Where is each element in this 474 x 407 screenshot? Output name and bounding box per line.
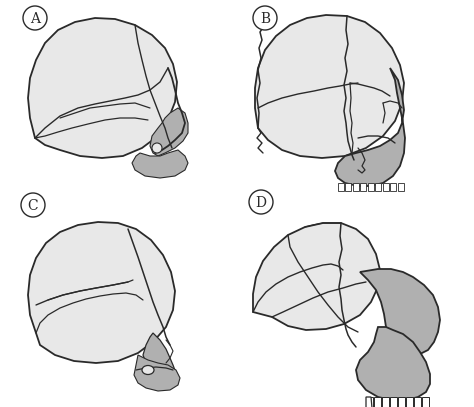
Polygon shape xyxy=(150,108,188,156)
Polygon shape xyxy=(255,15,404,158)
Text: A: A xyxy=(30,12,40,26)
Polygon shape xyxy=(353,183,359,191)
Polygon shape xyxy=(253,223,380,330)
Polygon shape xyxy=(28,222,175,363)
Polygon shape xyxy=(398,183,404,191)
Polygon shape xyxy=(143,333,176,380)
Polygon shape xyxy=(346,183,352,191)
Polygon shape xyxy=(28,18,177,158)
Polygon shape xyxy=(374,397,381,407)
Polygon shape xyxy=(356,327,430,400)
Polygon shape xyxy=(382,397,389,407)
Circle shape xyxy=(253,6,277,30)
Polygon shape xyxy=(375,183,382,191)
Ellipse shape xyxy=(142,365,154,374)
Polygon shape xyxy=(390,397,397,407)
Polygon shape xyxy=(366,397,372,407)
Polygon shape xyxy=(366,397,373,407)
Polygon shape xyxy=(360,269,440,355)
Polygon shape xyxy=(134,355,180,391)
Polygon shape xyxy=(383,183,389,191)
Text: D: D xyxy=(255,196,266,210)
Text: B: B xyxy=(260,12,270,26)
Polygon shape xyxy=(414,397,421,407)
Circle shape xyxy=(152,143,162,153)
Polygon shape xyxy=(368,183,374,191)
Polygon shape xyxy=(406,397,413,407)
Polygon shape xyxy=(391,183,396,191)
Polygon shape xyxy=(335,68,405,186)
Circle shape xyxy=(21,193,45,217)
Polygon shape xyxy=(338,183,344,191)
Polygon shape xyxy=(422,397,429,407)
Polygon shape xyxy=(361,183,366,191)
Polygon shape xyxy=(132,150,188,178)
Text: C: C xyxy=(27,199,38,213)
Circle shape xyxy=(23,6,47,30)
Circle shape xyxy=(249,190,273,214)
Polygon shape xyxy=(398,397,405,407)
